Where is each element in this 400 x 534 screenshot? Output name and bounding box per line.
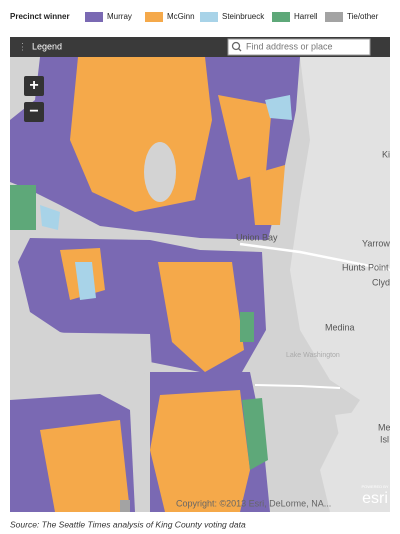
road (254, 384, 341, 389)
place-label: Yarrow (362, 238, 390, 248)
precinct-region (40, 420, 130, 512)
precinct-region (120, 500, 130, 512)
logo: esri (362, 490, 388, 507)
place-label: Me (378, 422, 391, 432)
legend-swatch (200, 12, 218, 22)
legend-label: Steinbrueck (222, 12, 265, 21)
source: Source: The Seattle Times analysis of Ki… (10, 519, 246, 529)
precinct-region (242, 398, 268, 470)
precinct-region (265, 95, 292, 120)
legend: Murray McGinn Steinbrueck Harrell Tie/other (85, 12, 379, 22)
map: Union Bay Ki Yarrow Hunts Point Clyd Med… (10, 57, 391, 512)
legend-label: Harrell (294, 12, 318, 21)
precinct-region (240, 312, 254, 342)
precinct-region (75, 262, 96, 300)
precinct-region (70, 57, 212, 212)
legend-label: Murray (107, 12, 132, 21)
precinct-region (250, 165, 285, 225)
place-label: Hunts Point (342, 262, 389, 272)
logo-caption: POWERED BY (361, 484, 388, 489)
legend-swatch (145, 12, 163, 22)
place-label: Isl (380, 434, 389, 444)
mercer-island (335, 410, 390, 470)
lake-union (144, 142, 176, 202)
legend-label: Tie/other (347, 12, 379, 21)
search-box[interactable] (227, 38, 371, 56)
legend-swatch (325, 12, 343, 22)
precinct-region (40, 205, 60, 230)
eastside-land (290, 57, 390, 512)
search-placeholder: Find address or place (246, 41, 333, 51)
search-icon (231, 41, 241, 51)
zoom-in[interactable] (24, 76, 44, 96)
precinct-region (150, 390, 250, 512)
precinct-region (218, 95, 272, 180)
search-icon (238, 48, 242, 52)
precinct-region (10, 185, 36, 230)
place-label: Medina (325, 322, 355, 332)
legend-swatch (85, 12, 103, 22)
legend-button[interactable]: Legend (32, 41, 62, 51)
legend-title: Precinct winner (10, 12, 70, 21)
road (239, 242, 390, 272)
elliott-bay (10, 332, 152, 398)
toolbar-handle: ⋮ (18, 41, 27, 51)
zoom-out[interactable] (24, 102, 44, 122)
legend-label: McGinn (167, 12, 195, 21)
zoom-in-label: + (29, 77, 38, 94)
copyright: Copyright: ©2013 Esri, DeLorme, NA... (176, 498, 331, 508)
place-label: Lake Washington (286, 352, 340, 359)
place-label: Ki (382, 149, 390, 159)
legend-swatch (272, 12, 290, 22)
place-label: Union Bay (236, 232, 278, 242)
place-label: Clyd (372, 277, 390, 287)
precinct-region (158, 262, 244, 372)
zoom-out-label: − (29, 103, 38, 120)
